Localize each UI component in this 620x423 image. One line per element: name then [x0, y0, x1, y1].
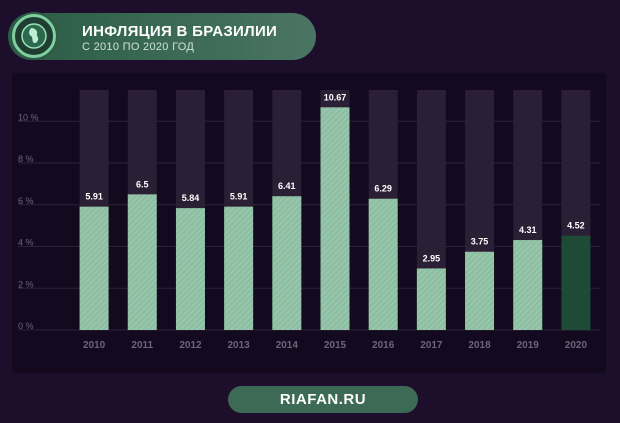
bar: [224, 206, 254, 330]
x-tick-label: 2019: [517, 340, 540, 351]
bar: [465, 251, 495, 330]
data-label: 3.75: [471, 237, 489, 247]
data-label: 5.91: [230, 192, 248, 202]
footer-brand-pill: RIAFAN.RU: [228, 386, 418, 413]
x-tick-label: 2020: [565, 340, 588, 351]
data-label: 6.29: [374, 184, 392, 194]
x-tick-label: 2013: [228, 340, 251, 351]
x-tick-label: 2014: [276, 340, 299, 351]
bar: [513, 240, 543, 330]
chart-panel: 5.91 6.5 5.84 5.91 6.41 10.67 6.29 2.95 3.75 4.31…: [12, 73, 606, 373]
x-tick-label: 2018: [468, 340, 491, 351]
data-label: 5.84: [182, 193, 200, 203]
y-tick-label: 2 %: [18, 279, 34, 289]
bar: [127, 194, 157, 330]
footer-brand: RIAFAN.RU: [279, 391, 367, 408]
x-tick-label: 2016: [372, 340, 395, 351]
bar: [272, 196, 302, 330]
data-label: 4.52: [567, 221, 585, 231]
data-label: 6.41: [278, 181, 296, 191]
x-tick-label: 2010: [83, 340, 106, 351]
x-tick-label: 2011: [131, 340, 153, 351]
data-label: 6.5: [136, 179, 149, 189]
page-subtitle: С 2010 ПО 2020 ГОД: [82, 41, 195, 53]
bar: [79, 206, 109, 330]
header-banner: [8, 13, 316, 60]
bar: [368, 198, 398, 330]
y-tick-label: 10 %: [18, 112, 39, 122]
data-label: 5.91: [85, 192, 103, 202]
bar: [320, 107, 350, 330]
bar: [175, 208, 205, 330]
y-tick-label: 8 %: [18, 154, 34, 164]
bar: [416, 268, 446, 330]
bar-chart: 5.91 6.5 5.84 5.91 6.41 10.67 6.29 2.95 3.75 4.31…: [18, 90, 600, 351]
x-tick-label: 2017: [420, 340, 443, 351]
y-tick-label: 6 %: [18, 196, 34, 206]
y-tick-label: 0 %: [18, 321, 34, 331]
data-label: 4.31: [519, 225, 537, 235]
bar: [561, 235, 591, 330]
data-label: 2.95: [423, 253, 441, 263]
logo: [12, 14, 56, 58]
data-label: 10.67: [324, 92, 347, 102]
page-title: ИНФЛЯЦИЯ В БРАЗИЛИИ: [82, 23, 278, 40]
y-tick-label: 4 %: [18, 238, 34, 248]
globe-icon: [21, 23, 47, 49]
x-tick-label: 2012: [179, 340, 202, 351]
x-tick-label: 2015: [324, 340, 347, 351]
